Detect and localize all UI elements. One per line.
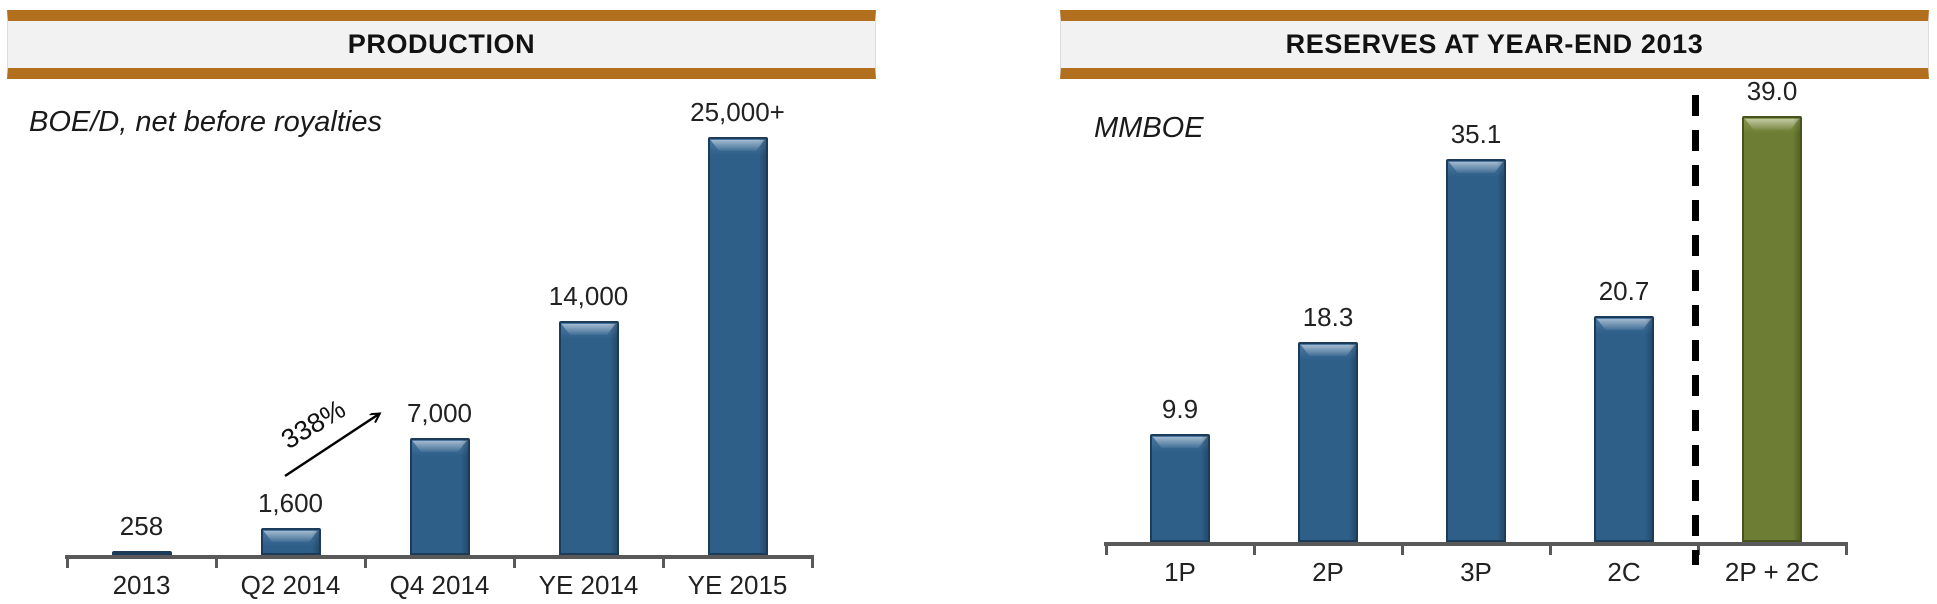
category-label: YE 2014: [538, 570, 639, 600]
production-title-banner: PRODUCTION: [7, 10, 876, 79]
reserves-title: RESERVES AT YEAR-END 2013: [1285, 29, 1704, 59]
x-axis-tick: [214, 555, 218, 568]
bar-Q4 2014: [409, 438, 470, 555]
reserves-title-banner: RESERVES AT YEAR-END 2013: [1060, 10, 1929, 79]
bar-2013: [111, 551, 172, 555]
x-axis-line: [1104, 542, 1848, 546]
production-title: PRODUCTION: [347, 29, 536, 59]
reserves-divider-line: [1692, 95, 1699, 565]
value-label: 18.3: [1302, 302, 1354, 332]
x-axis-tick: [1104, 542, 1108, 555]
production-panel: PRODUCTION BOE/D, net before royalties 2…: [7, 10, 876, 600]
bar-1P: [1150, 434, 1210, 542]
value-label: 14,000: [548, 281, 629, 311]
x-axis-tick: [1844, 542, 1848, 555]
x-axis-tick: [1252, 542, 1256, 555]
reserves-unit-label: MMBOE: [1094, 112, 1204, 144]
x-axis-tick: [363, 555, 367, 568]
bar-2C: [1594, 316, 1654, 542]
x-axis-tick: [1400, 542, 1404, 555]
bar-Q2 2014: [260, 528, 321, 555]
x-axis-tick: [661, 555, 665, 568]
bar-YE 2014: [558, 321, 619, 555]
value-label: 1,600: [257, 488, 324, 518]
production-unit-label: BOE/D, net before royalties: [29, 106, 382, 138]
category-label: 3P: [1460, 557, 1492, 587]
value-label: 20.7: [1598, 276, 1650, 306]
x-axis-tick: [810, 555, 814, 568]
value-label: 9.9: [1161, 394, 1199, 424]
bar-2P + 2C: [1742, 116, 1802, 542]
category-label: 2013: [112, 570, 171, 600]
value-label: 258: [119, 511, 164, 541]
reserves-plot-area: 9.9 1P 18.3 2P 35.1 3P 20.7 2C 39.0 2P + 2C: [1060, 10, 1929, 600]
value-label: 7,000: [406, 398, 473, 428]
value-label: 39.0: [1746, 76, 1798, 106]
category-label: 2P: [1312, 557, 1344, 587]
production-plot-area: 258 2013 1,600 Q2 2014 7,000 Q4 2014 14,000 YE …: [7, 10, 876, 600]
category-label: Q2 2014: [240, 570, 341, 600]
category-label: 2P + 2C: [1724, 557, 1820, 587]
x-axis-line: [65, 555, 814, 559]
value-label: 35.1: [1450, 119, 1502, 149]
category-label: Q4 2014: [389, 570, 490, 600]
bar-YE 2015: [707, 137, 768, 555]
bar-2P: [1298, 342, 1358, 542]
x-axis-tick: [65, 555, 69, 568]
reserves-panel: RESERVES AT YEAR-END 2013 MMBOE 9.9 1P 18.…: [1060, 10, 1929, 600]
category-label: 1P: [1164, 557, 1196, 587]
x-axis-tick: [1548, 542, 1552, 555]
bar-3P: [1446, 159, 1506, 542]
value-label: 25,000+: [690, 97, 785, 127]
x-axis-tick: [512, 555, 516, 568]
category-label: 2C: [1607, 557, 1641, 587]
category-label: YE 2015: [687, 570, 788, 600]
